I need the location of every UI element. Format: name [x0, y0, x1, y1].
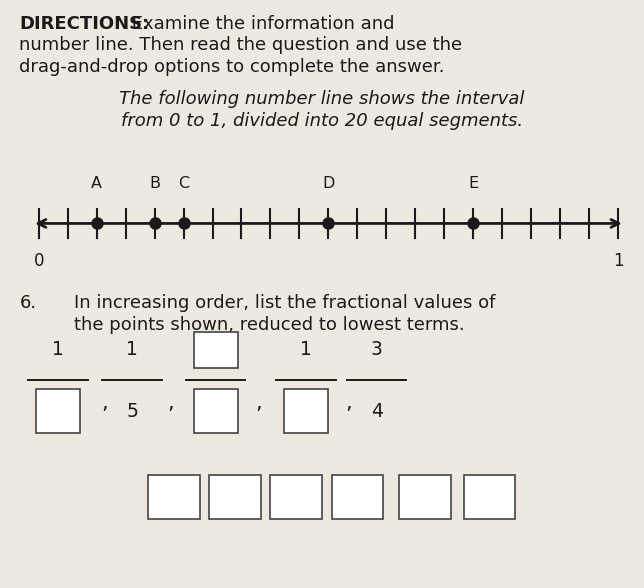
Bar — [270, 475, 322, 519]
Text: B: B — [149, 176, 160, 191]
Text: Examine the information and: Examine the information and — [126, 15, 394, 33]
Text: E: E — [468, 176, 478, 191]
Bar — [36, 389, 80, 433]
Text: 0: 0 — [33, 252, 44, 270]
Text: C: C — [178, 176, 189, 191]
Text: from 0 to 1, divided into 20 equal segments.: from 0 to 1, divided into 20 equal segme… — [121, 112, 523, 130]
Text: 3: 3 — [229, 487, 241, 506]
Bar — [148, 475, 200, 519]
Bar — [464, 475, 515, 519]
Bar — [209, 475, 261, 519]
Text: 3: 3 — [371, 340, 383, 359]
Text: 6.: 6. — [19, 294, 37, 312]
Text: ,: , — [346, 393, 352, 413]
Text: 1: 1 — [613, 252, 623, 270]
Bar — [332, 475, 383, 519]
Text: In increasing order, list the fractional values of: In increasing order, list the fractional… — [74, 294, 495, 312]
Text: 5: 5 — [126, 402, 138, 420]
Text: ,: , — [256, 393, 262, 413]
Bar — [284, 389, 328, 433]
Text: the points shown, reduced to lowest terms.: the points shown, reduced to lowest term… — [74, 316, 465, 334]
Bar — [399, 475, 451, 519]
Text: A: A — [91, 176, 102, 191]
Text: 10: 10 — [413, 487, 437, 506]
Text: 4: 4 — [290, 487, 302, 506]
Text: DIRECTIONS:: DIRECTIONS: — [19, 15, 149, 33]
Text: ,: , — [167, 393, 174, 413]
Text: ,: , — [102, 393, 108, 413]
Text: 1: 1 — [52, 340, 64, 359]
Text: 1: 1 — [126, 340, 138, 359]
Bar — [194, 389, 238, 433]
Text: The following number line shows the interval: The following number line shows the inte… — [119, 90, 525, 108]
Text: 2: 2 — [168, 487, 180, 506]
Text: 5: 5 — [352, 487, 363, 506]
Text: number line. Then read the question and use the: number line. Then read the question and … — [19, 36, 462, 55]
Text: drag-and-drop options to complete the answer.: drag-and-drop options to complete the an… — [19, 58, 445, 76]
Text: 20: 20 — [478, 487, 501, 506]
Bar — [194, 332, 238, 368]
Text: D: D — [322, 176, 335, 191]
Text: 1: 1 — [300, 340, 312, 359]
Text: 4: 4 — [371, 402, 383, 420]
